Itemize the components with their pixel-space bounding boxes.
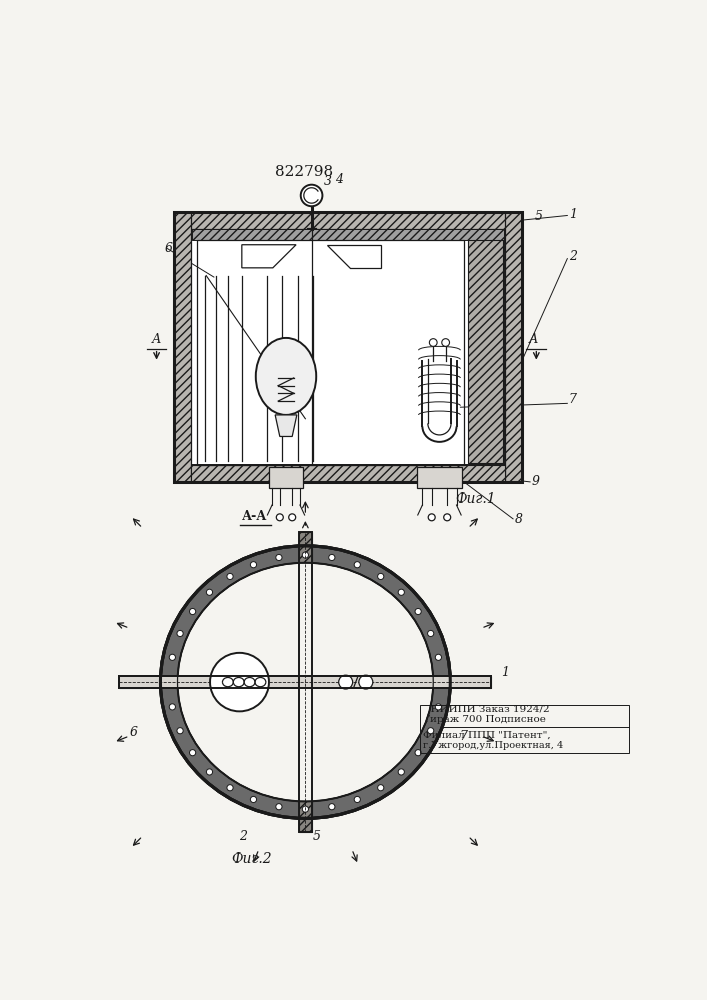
Bar [192,229,504,240]
Text: г.Ужгород,ул.Проектная, 4: г.Ужгород,ул.Проектная, 4 [423,741,563,750]
Circle shape [303,806,308,812]
Text: 7: 7 [460,730,467,743]
Bar [174,212,191,482]
Bar [119,676,491,688]
Circle shape [354,562,361,568]
Circle shape [189,750,196,756]
Bar [468,676,491,688]
Text: 6: 6 [164,242,173,255]
Text: ВНИИПИ Заказ 1924/2: ВНИИПИ Заказ 1924/2 [423,704,550,713]
Text: 4: 4 [335,173,343,186]
Bar [417,466,462,488]
Circle shape [354,796,361,803]
Circle shape [339,675,353,689]
Circle shape [177,728,183,734]
Circle shape [177,630,183,637]
Bar [174,212,522,482]
Circle shape [378,785,384,791]
Circle shape [359,675,373,689]
Circle shape [167,679,173,685]
Bar [269,466,303,488]
Text: 5: 5 [534,210,543,223]
Circle shape [169,704,175,710]
Text: 1: 1 [501,666,508,679]
Circle shape [227,785,233,791]
Text: 3: 3 [324,175,332,188]
Text: Тираж 700 Подписное: Тираж 700 Подписное [423,715,546,724]
Text: 8: 8 [515,513,522,526]
Bar [468,240,503,463]
Circle shape [428,514,436,521]
Ellipse shape [177,563,433,801]
Circle shape [303,552,308,558]
Bar [174,465,522,482]
Circle shape [378,573,384,580]
Circle shape [398,589,404,595]
Circle shape [436,704,441,710]
Circle shape [169,654,175,660]
Polygon shape [275,415,297,436]
Text: 2: 2 [569,250,577,263]
Circle shape [276,514,284,521]
Bar [468,240,503,463]
Circle shape [288,514,296,521]
Circle shape [428,630,434,637]
Circle shape [276,804,282,810]
Circle shape [438,679,444,685]
Text: Фиг.1: Фиг.1 [455,492,496,506]
Circle shape [206,589,213,595]
Text: 1: 1 [569,208,577,221]
Circle shape [436,654,441,660]
Bar [174,212,522,229]
Circle shape [429,339,437,346]
Circle shape [250,562,257,568]
Circle shape [227,573,233,580]
Polygon shape [242,245,296,268]
Bar [191,465,506,482]
Text: Фиг.2: Фиг.2 [230,852,271,866]
Text: Филиал ППП "Патент",: Филиал ППП "Патент", [423,731,551,740]
Text: 822798: 822798 [275,165,333,179]
Text: 6: 6 [129,726,137,739]
Ellipse shape [256,338,316,415]
Text: 9: 9 [532,475,539,488]
Circle shape [442,339,450,346]
Circle shape [329,804,335,810]
Circle shape [428,728,434,734]
Text: А: А [529,333,538,346]
Text: 5: 5 [313,830,321,843]
Bar [420,705,629,753]
Text: 7: 7 [569,393,577,406]
Text: 2: 2 [240,830,247,843]
Circle shape [329,554,335,561]
Polygon shape [327,245,381,268]
Circle shape [300,185,322,206]
Bar [299,532,312,832]
Circle shape [398,769,404,775]
Circle shape [250,796,257,803]
Circle shape [415,750,421,756]
Bar [506,212,522,482]
Circle shape [444,514,450,521]
Circle shape [210,653,269,711]
Circle shape [415,608,421,615]
Bar [191,465,506,482]
Bar [299,532,312,832]
Circle shape [276,554,282,561]
Text: А-А: А-А [243,510,268,523]
Circle shape [206,769,213,775]
Circle shape [189,608,196,615]
Text: А: А [152,333,161,346]
Bar [119,676,143,688]
Bar [191,229,506,465]
Bar [197,240,464,465]
Bar [119,676,491,688]
Ellipse shape [160,546,450,818]
